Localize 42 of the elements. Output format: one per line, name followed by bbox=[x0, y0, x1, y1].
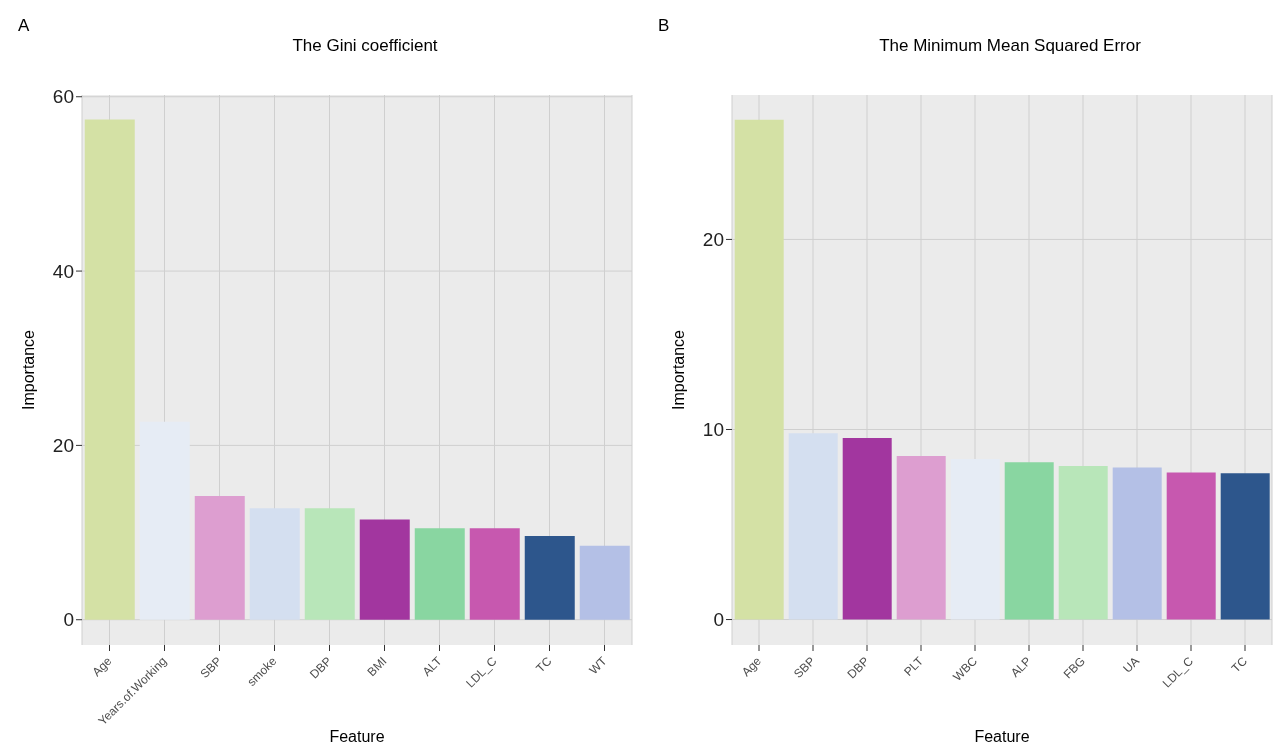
x-tick-label: UA bbox=[1120, 654, 1142, 676]
bar bbox=[1166, 472, 1216, 620]
x-tick-label: PLT bbox=[901, 653, 927, 679]
bar bbox=[359, 519, 410, 620]
bar bbox=[304, 508, 355, 620]
y-tick-label: 40 bbox=[52, 260, 74, 282]
chart-title: The Minimum Mean Squared Error bbox=[878, 36, 1142, 56]
y-tick-label: 0 bbox=[713, 609, 724, 631]
bar bbox=[950, 458, 1000, 620]
bar bbox=[1058, 465, 1108, 620]
y-tick-label: 20 bbox=[702, 229, 724, 251]
bar bbox=[896, 456, 946, 620]
bar bbox=[139, 421, 190, 620]
x-tick-label: WT bbox=[586, 653, 610, 678]
bar bbox=[84, 119, 135, 620]
x-axis-title: Feature bbox=[974, 728, 1030, 745]
x-tick-label: Age bbox=[738, 653, 765, 680]
x-axis-title: Feature bbox=[329, 728, 385, 745]
y-tick-label: 60 bbox=[52, 86, 74, 108]
bar bbox=[249, 508, 300, 620]
y-tick-label: 0 bbox=[63, 609, 74, 631]
x-tick-label: BMI bbox=[364, 654, 390, 680]
text: A bbox=[18, 16, 30, 36]
text: B bbox=[658, 16, 670, 36]
bar bbox=[524, 536, 575, 620]
bar bbox=[842, 438, 892, 620]
bar bbox=[579, 545, 630, 620]
bar bbox=[469, 528, 520, 620]
bar bbox=[1220, 473, 1270, 620]
y-axis-title: Importance bbox=[19, 329, 37, 411]
y-tick-label: 10 bbox=[702, 419, 724, 441]
bar bbox=[1112, 467, 1162, 620]
bar bbox=[1004, 462, 1054, 620]
bar bbox=[414, 528, 465, 620]
bar bbox=[194, 495, 245, 620]
x-tick-label: TC bbox=[1228, 653, 1251, 676]
y-axis-title: Importance bbox=[669, 329, 687, 411]
chart-title: The Gini coefficient bbox=[291, 36, 439, 56]
y-tick-label: 20 bbox=[52, 435, 74, 457]
bar bbox=[788, 433, 838, 620]
x-tick-label: TC bbox=[533, 653, 555, 676]
bar bbox=[734, 119, 784, 620]
